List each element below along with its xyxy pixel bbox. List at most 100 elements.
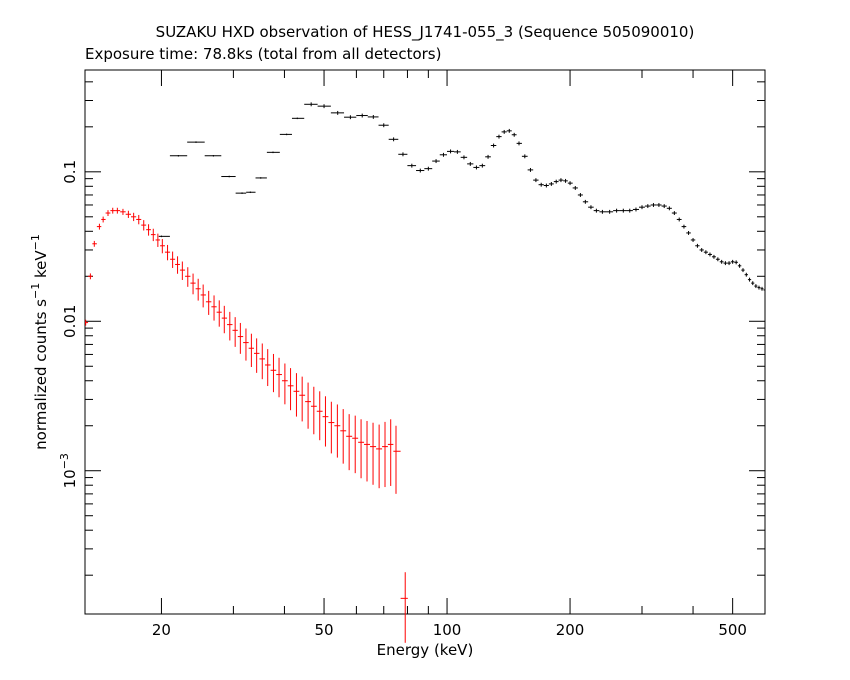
data-point — [606, 209, 614, 214]
data-point — [460, 155, 468, 160]
data-point — [146, 224, 151, 236]
data-point — [439, 152, 448, 157]
data-point — [340, 409, 347, 464]
data-point — [747, 277, 752, 282]
data-point — [563, 178, 568, 183]
y-tick-label: 0.1 — [61, 160, 79, 184]
y-axis-label: normalized counts s−1 keV−1 — [29, 234, 50, 450]
data-point — [328, 401, 335, 454]
data-point — [538, 182, 544, 187]
data-point — [187, 141, 205, 143]
data-point — [533, 178, 539, 183]
data-point — [266, 151, 280, 154]
data-point — [190, 273, 196, 295]
data-point — [291, 117, 305, 120]
data-point — [424, 166, 433, 171]
y-tick-label: 0.01 — [61, 305, 79, 338]
data-point — [310, 386, 317, 435]
data-point — [235, 192, 247, 194]
data-point — [407, 163, 417, 168]
data-point — [572, 186, 578, 190]
data-point — [110, 207, 116, 214]
data-point — [216, 300, 222, 327]
data-point — [393, 425, 401, 494]
series-red — [85, 207, 408, 643]
data-point — [681, 224, 687, 229]
data-point — [88, 273, 93, 280]
data-point — [711, 254, 716, 259]
data-point — [141, 220, 147, 231]
data-point — [387, 419, 394, 486]
data-point — [666, 206, 672, 211]
data-point — [543, 183, 549, 188]
data-point — [715, 257, 720, 262]
data-point — [170, 251, 176, 268]
x-tick-label: 200 — [556, 621, 585, 639]
data-point — [205, 290, 212, 315]
data-point — [398, 152, 408, 157]
data-point — [255, 177, 267, 179]
data-point — [516, 141, 522, 146]
data-point — [760, 286, 764, 291]
data-point — [211, 295, 217, 321]
data-point — [511, 132, 517, 137]
data-point — [101, 216, 106, 223]
data-point — [599, 209, 607, 214]
data-point — [131, 212, 137, 222]
data-point — [125, 210, 132, 218]
data-point — [432, 159, 440, 164]
data-point — [293, 373, 300, 417]
data-point — [707, 252, 712, 257]
data-point — [382, 421, 388, 488]
series-black — [158, 102, 766, 292]
data-point — [264, 349, 271, 387]
y-axis-label-exp2: −1 — [29, 234, 42, 250]
data-point — [656, 203, 662, 207]
data-point — [730, 259, 735, 264]
data-point — [638, 205, 645, 210]
data-point — [322, 396, 329, 447]
x-tick-label: 20 — [152, 621, 171, 639]
data-point — [136, 214, 142, 225]
data-point — [388, 137, 399, 142]
data-point — [479, 163, 486, 168]
data-point — [316, 391, 323, 441]
data-point — [185, 267, 191, 287]
data-point — [577, 193, 583, 197]
data-point — [358, 419, 365, 479]
data-point — [370, 422, 377, 485]
data-series — [85, 102, 766, 643]
data-point — [279, 133, 292, 136]
data-point — [364, 420, 371, 482]
data-point — [105, 210, 111, 217]
data-point — [299, 376, 306, 422]
x-tick-label: 100 — [433, 621, 462, 639]
data-point — [751, 281, 755, 286]
data-point — [221, 175, 236, 178]
data-point — [490, 143, 497, 148]
data-point — [453, 149, 461, 154]
data-point — [254, 338, 260, 373]
data-point — [150, 228, 156, 242]
data-point — [305, 382, 311, 429]
axis-tick-labels: 20 50 100 200 500 0.1 0.01 10−3 — [58, 160, 747, 639]
data-point — [593, 208, 600, 213]
x-axis-label: Energy (keV) — [377, 641, 474, 659]
data-point — [737, 263, 742, 268]
data-point — [179, 261, 186, 280]
data-point — [553, 179, 559, 184]
data-point — [485, 154, 491, 159]
data-point — [155, 233, 161, 247]
axis-ticks — [85, 70, 766, 614]
data-point — [695, 243, 700, 248]
data-point — [237, 322, 244, 354]
data-point — [416, 168, 425, 173]
data-point — [676, 217, 682, 222]
data-point — [287, 368, 294, 411]
data-point — [757, 285, 761, 290]
data-point — [626, 208, 633, 213]
data-point — [619, 208, 627, 213]
data-point — [270, 353, 277, 393]
data-point — [501, 129, 507, 134]
